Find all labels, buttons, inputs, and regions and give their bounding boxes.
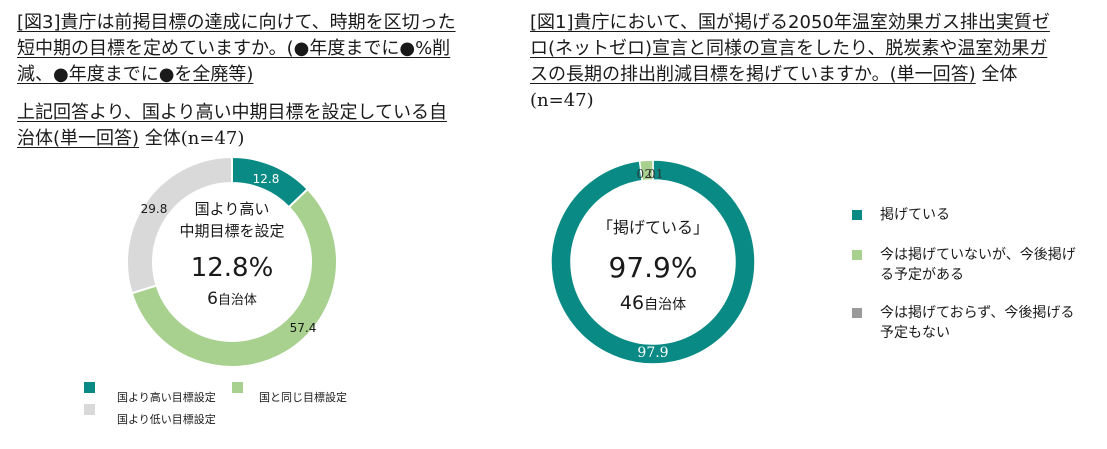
left-legend-swatch-higher (84, 382, 95, 393)
right-center-count-unit: 自治体 (644, 297, 686, 313)
right-legend-label-none: 今は掲げておらず、今後掲げる予定もない (880, 305, 1075, 341)
right-legend-swatch-declared (852, 210, 862, 220)
right-legend-label-planned: 今は掲げていないが、今後掲げる予定がある (880, 247, 1076, 283)
right-title-text: 貴庁において、国が掲げる2050年温室効果ガス排出実質ゼロ(ネットゼロ)宣言と同… (530, 12, 1050, 85)
left-center-value: 12.8% (191, 253, 274, 283)
left-chart-subtitle: 上記回答より、国より高い中期目標を設定している自治体(単一回答) 全体(n=47… (17, 100, 457, 152)
right-donut-chart (550, 159, 756, 365)
left-chart-title: [図3]貴庁は前掲目標の達成に向けて、時期を区切った短中期の目標を定めていますか… (17, 10, 457, 88)
left-legend-swatch-same (232, 382, 243, 393)
left-center-count-unit: 自治体 (218, 293, 257, 308)
left-legend-label-higher: 国より高い目標設定 (117, 391, 216, 404)
left-donut-chart (126, 155, 338, 368)
right-center-line1: 「掲げている」 (597, 218, 709, 237)
right-donut-label-1: 97.9 (637, 345, 668, 361)
left-center-line1: 国より高い (195, 200, 270, 218)
left-subtitle-n: (n=47) (180, 128, 245, 149)
left-legend-label-same: 国と同じ目標設定 (259, 391, 347, 404)
right-center-count: 46自治体 (620, 292, 686, 314)
left-data-labels: 12.8 57.4 29.8 (141, 172, 317, 335)
right-donut-label-2: 2.1 (644, 167, 663, 181)
left-donut-slice-2 (130, 187, 338, 368)
left-donut-label-2: 57.4 (290, 321, 317, 335)
left-subtitle-suffix: 全体 (139, 128, 181, 149)
left-subtitle-text: 上記回答より、国より高い中期目標を設定している自治体(単一回答) (17, 102, 448, 149)
right-data-labels: 97.9 2.10.0 (636, 167, 668, 361)
left-center-count: 6自治体 (207, 289, 257, 309)
right-legend-label-declared: 掲げている (880, 207, 950, 223)
left-title-prefix: [図3] (17, 12, 61, 33)
left-donut-slice-3 (126, 155, 233, 295)
right-donut-label-3: 0.0 (636, 167, 655, 181)
left-legend-item-same: 国と同じ目標設定 (232, 382, 347, 405)
right-center-count-num: 46 (620, 292, 644, 314)
right-title-suffix: 全体 (975, 64, 1018, 85)
right-legend-swatch-none (852, 308, 862, 318)
right-title-prefix: [図1] (530, 12, 574, 33)
left-legend-swatch-lower (84, 404, 95, 415)
right-donut-slice-2 (638, 159, 654, 182)
right-title-n: (n=47) (530, 90, 594, 111)
right-donut-slice-1 (550, 159, 756, 365)
left-title-text: 貴庁は前掲目標の達成に向けて、時期を区切った短中期の目標を定めていますか。(●年… (17, 12, 456, 85)
right-center-text: 「掲げている」 97.9% 46自治体 (597, 218, 709, 314)
left-donut-label-1: 12.8 (253, 172, 280, 186)
left-center-text: 国より高い 中期目標を設定 12.8% 6自治体 (179, 200, 284, 309)
right-chart-title: [図1]貴庁において、国が掲げる2050年温室効果ガス排出実質ゼロ(ネットゼロ)… (530, 10, 1050, 114)
right-center-value: 97.9% (609, 251, 698, 284)
left-center-line2: 中期目標を設定 (179, 222, 284, 240)
left-legend-item-higher: 国より高い目標設定 (84, 382, 216, 405)
left-center-count-num: 6 (207, 289, 218, 309)
left-legend-item-lower: 国より低い目標設定 (84, 404, 216, 427)
left-donut-label-3: 29.8 (141, 202, 168, 216)
right-legend-swatch-planned (852, 250, 862, 260)
left-legend-label-lower: 国より低い目標設定 (117, 413, 216, 426)
